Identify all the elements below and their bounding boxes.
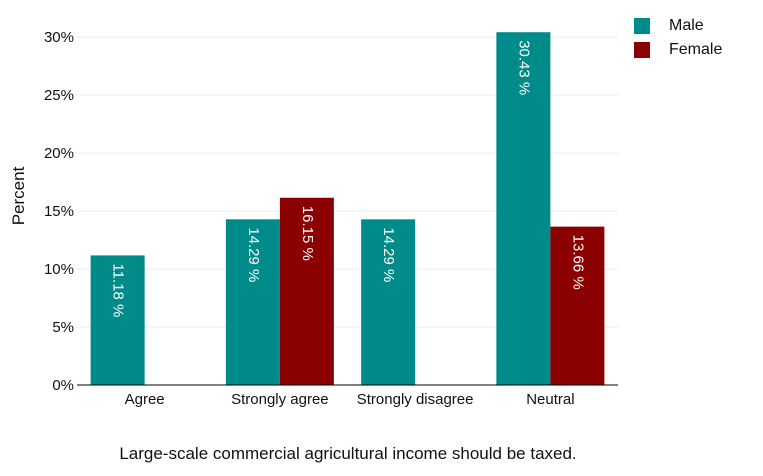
legend: Male Female — [634, 14, 722, 62]
y-tick-label: 5% — [52, 319, 74, 336]
bar-value-label: 13.66 % — [569, 235, 586, 290]
bar-value-label: 14.29 % — [245, 227, 262, 282]
legend-swatch-female — [634, 42, 650, 58]
y-tick-label: 30% — [44, 29, 74, 46]
bar-value-label: 30.43 % — [515, 40, 532, 95]
bar-value-label: 11.18 % — [110, 263, 127, 317]
x-tick-label: Strongly agree — [231, 391, 329, 408]
bar-male — [496, 32, 551, 386]
bar-female — [550, 226, 605, 385]
x-axis-ticks: Agree Strongly agree Strongly disagree Neut… — [125, 391, 575, 408]
bar-male — [90, 255, 145, 385]
legend-item-female: Female — [634, 38, 722, 62]
y-tick-label: 10% — [44, 261, 74, 278]
legend-label-female: Female — [669, 41, 723, 58]
bar-labels: 11.18 % 14.29 % 16.15 % 14.29 % 30.43 % 13.66… — [110, 40, 587, 317]
x-tick-label: Agree — [125, 391, 165, 408]
bars — [90, 32, 605, 386]
x-tick-label: Neutral — [526, 391, 574, 408]
bar-value-label: 16.15 % — [299, 206, 316, 261]
y-tick-label: 20% — [44, 145, 74, 162]
bar-female — [279, 197, 334, 385]
y-tick-label: 25% — [44, 87, 74, 104]
legend-item-male: Male — [634, 14, 722, 38]
legend-swatch-male — [634, 18, 650, 34]
x-tick-label: Strongly disagree — [357, 391, 474, 408]
bar-value-label: 14.29 % — [380, 227, 397, 282]
y-axis-title: Percent — [9, 166, 28, 225]
y-tick-label: 15% — [44, 203, 74, 220]
bar-male — [361, 219, 416, 385]
x-axis-title: Large-scale commercial agricultural inco… — [119, 444, 576, 463]
bar-male — [225, 219, 280, 385]
legend-label-male: Male — [669, 17, 704, 34]
y-tick-label: 0% — [52, 377, 74, 394]
y-axis-ticks: 0% 5% 10% 15% 20% 25% 30% — [44, 29, 74, 394]
